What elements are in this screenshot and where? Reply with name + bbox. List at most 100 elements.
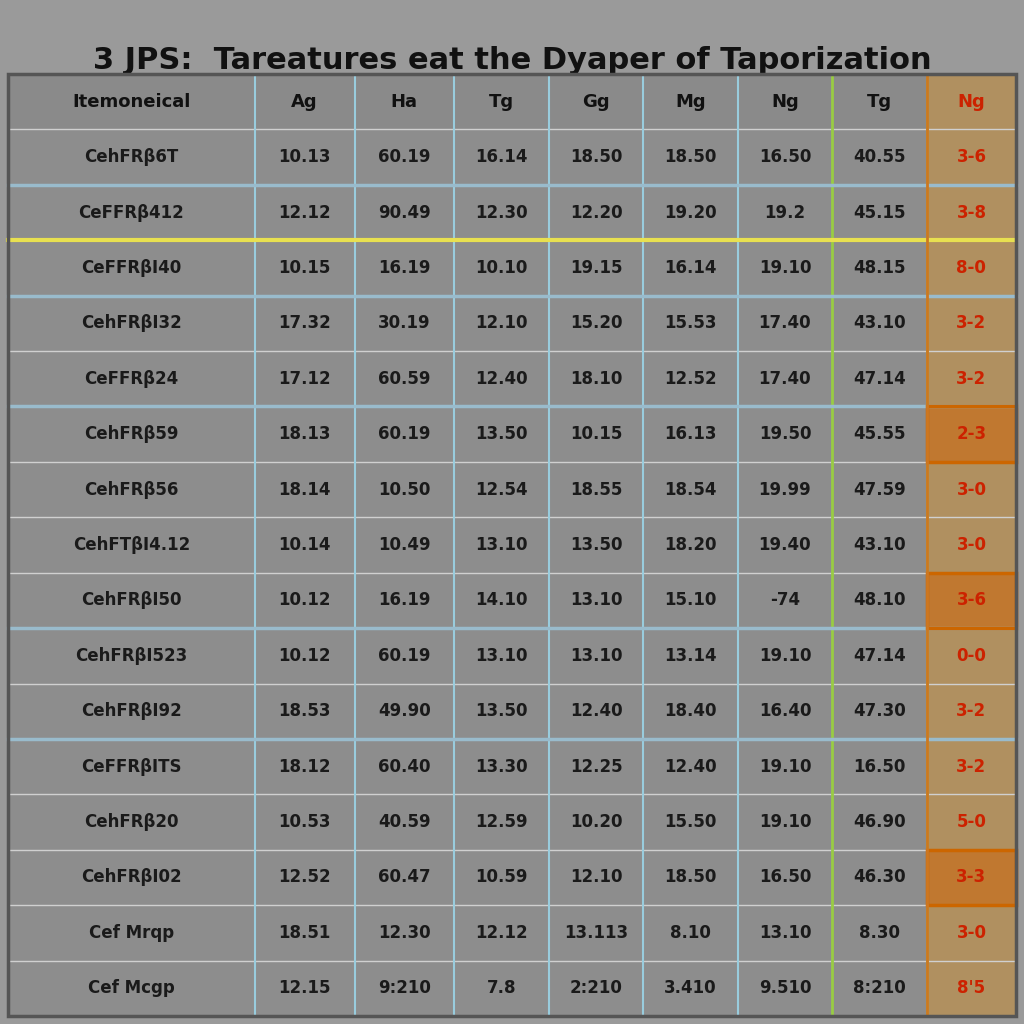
Text: CehFRβ6T: CehFRβ6T xyxy=(84,148,178,166)
Bar xyxy=(833,296,927,351)
Text: CehFRβ56: CehFRβ56 xyxy=(84,480,178,499)
Bar xyxy=(8,739,255,795)
Text: 10.13: 10.13 xyxy=(279,148,331,166)
Bar xyxy=(255,296,354,351)
Text: 3-2: 3-2 xyxy=(956,702,986,720)
Bar xyxy=(354,684,455,739)
Text: 12.12: 12.12 xyxy=(475,924,527,942)
Bar xyxy=(255,74,354,129)
Text: 13.50: 13.50 xyxy=(569,536,623,554)
Bar xyxy=(927,684,1016,739)
Text: 3-2: 3-2 xyxy=(956,758,986,775)
Bar xyxy=(255,739,354,795)
Text: 16.50: 16.50 xyxy=(759,148,811,166)
Bar xyxy=(455,739,549,795)
Text: 19.10: 19.10 xyxy=(759,813,811,831)
Text: CeFFRβ24: CeFFRβ24 xyxy=(84,370,178,388)
Text: 12.30: 12.30 xyxy=(378,924,431,942)
Text: 60.19: 60.19 xyxy=(378,425,431,443)
Text: 18.40: 18.40 xyxy=(665,702,717,720)
Bar xyxy=(255,905,354,961)
Bar xyxy=(927,628,1016,684)
Bar xyxy=(8,850,255,905)
Bar xyxy=(8,351,255,407)
Bar xyxy=(833,739,927,795)
Bar xyxy=(927,462,1016,517)
Text: 3-2: 3-2 xyxy=(956,314,986,333)
Bar xyxy=(549,351,643,407)
Bar xyxy=(927,407,1016,462)
Text: 12.40: 12.40 xyxy=(665,758,717,775)
Text: CehFRβI50: CehFRβI50 xyxy=(81,592,181,609)
Bar xyxy=(737,739,833,795)
Text: CehFTβI4.12: CehFTβI4.12 xyxy=(73,536,190,554)
Text: 13.50: 13.50 xyxy=(475,702,527,720)
Bar xyxy=(643,961,737,1016)
Bar xyxy=(737,517,833,572)
Text: 16.50: 16.50 xyxy=(759,868,811,887)
Bar xyxy=(927,905,1016,961)
Bar xyxy=(927,407,1016,462)
Text: 18.55: 18.55 xyxy=(569,480,623,499)
Text: 3-8: 3-8 xyxy=(956,204,986,221)
Bar xyxy=(549,572,643,628)
Text: 13.10: 13.10 xyxy=(569,647,623,665)
Text: 60.19: 60.19 xyxy=(378,148,431,166)
Text: CeFFRβITS: CeFFRβITS xyxy=(81,758,181,775)
Bar xyxy=(354,961,455,1016)
Bar xyxy=(643,129,737,184)
Text: 0-0: 0-0 xyxy=(956,647,986,665)
Text: Ng: Ng xyxy=(957,93,985,111)
Bar xyxy=(833,407,927,462)
Text: 12.10: 12.10 xyxy=(569,868,623,887)
Bar xyxy=(833,129,927,184)
Text: 17.40: 17.40 xyxy=(759,314,811,333)
Text: 15.20: 15.20 xyxy=(569,314,623,333)
Text: -74: -74 xyxy=(770,592,800,609)
Bar xyxy=(643,407,737,462)
Bar xyxy=(927,129,1016,184)
Bar xyxy=(8,129,255,184)
Text: 46.90: 46.90 xyxy=(853,813,906,831)
Text: 18.20: 18.20 xyxy=(665,536,717,554)
Bar xyxy=(354,739,455,795)
Text: 40.55: 40.55 xyxy=(853,148,906,166)
Bar xyxy=(549,184,643,241)
Bar xyxy=(833,905,927,961)
Bar xyxy=(8,407,255,462)
Bar xyxy=(833,572,927,628)
Bar xyxy=(8,296,255,351)
Text: 19.20: 19.20 xyxy=(665,204,717,221)
Bar xyxy=(927,850,1016,905)
Text: 46.30: 46.30 xyxy=(853,868,906,887)
Bar xyxy=(737,628,833,684)
Text: 10.12: 10.12 xyxy=(279,592,331,609)
Text: 16.14: 16.14 xyxy=(475,148,527,166)
Bar xyxy=(255,184,354,241)
Text: 18.50: 18.50 xyxy=(665,868,717,887)
Bar xyxy=(455,795,549,850)
Text: 17.32: 17.32 xyxy=(279,314,331,333)
Bar xyxy=(255,795,354,850)
Text: 40.59: 40.59 xyxy=(378,813,431,831)
Bar xyxy=(354,129,455,184)
Bar xyxy=(737,795,833,850)
Bar xyxy=(833,684,927,739)
Text: CehFRβI523: CehFRβI523 xyxy=(75,647,187,665)
Bar xyxy=(8,795,255,850)
Text: 10.53: 10.53 xyxy=(279,813,331,831)
Text: 12.59: 12.59 xyxy=(475,813,527,831)
Text: 12.25: 12.25 xyxy=(569,758,623,775)
Text: 19.40: 19.40 xyxy=(759,536,811,554)
Text: 18.53: 18.53 xyxy=(279,702,331,720)
Bar xyxy=(255,850,354,905)
Text: 15.50: 15.50 xyxy=(665,813,717,831)
Text: 8.30: 8.30 xyxy=(859,924,900,942)
Text: 47.14: 47.14 xyxy=(853,370,906,388)
Text: Mg: Mg xyxy=(675,93,706,111)
Text: 19.2: 19.2 xyxy=(765,204,806,221)
Text: 18.12: 18.12 xyxy=(279,758,331,775)
Text: Ag: Ag xyxy=(291,93,317,111)
Bar xyxy=(354,241,455,296)
Bar xyxy=(8,462,255,517)
